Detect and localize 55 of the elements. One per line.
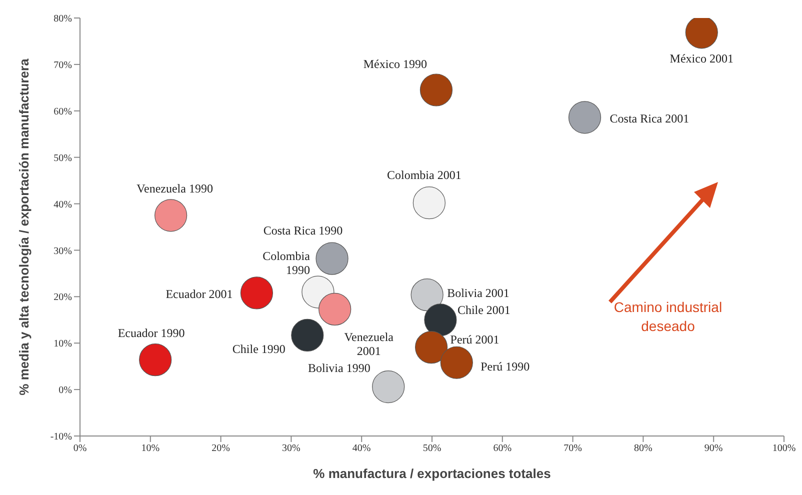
y-tick-label: 80% [54, 14, 72, 25]
point [424, 304, 457, 336]
point [372, 370, 405, 404]
y-tick-label: 40% [54, 199, 72, 210]
series-label: Costa Rica 2001 [610, 111, 690, 126]
point [316, 242, 348, 275]
y-tick-label: 20% [54, 292, 72, 304]
x-tick-label: 90% [704, 443, 723, 454]
series-label: Perú 2001 [450, 332, 500, 346]
series-label: Ecuador 1990 [118, 326, 185, 340]
point [414, 330, 448, 364]
y-tick-label: 10% [54, 338, 72, 350]
series-label: Chile 2001 [457, 302, 510, 317]
series-label: México 2001 [670, 51, 734, 66]
x-tick-label: 40% [352, 443, 371, 454]
x-axis-title: % manufactura / exportaciones totales [313, 466, 551, 481]
point [568, 101, 602, 134]
x-tick-label: 20% [212, 443, 230, 454]
point [291, 318, 324, 352]
point [154, 199, 188, 232]
y-axis-title: % media y alta tecnología / exportación manufacturera [16, 58, 32, 396]
series-label: Colombia 2001 [387, 168, 462, 182]
point [240, 276, 274, 310]
y-tick-label: 50% [54, 152, 72, 164]
point [410, 278, 444, 312]
series-label: Chile 1990 [232, 342, 286, 356]
series-label: Colombia 1990 [262, 249, 311, 278]
y-tick-label: 30% [54, 246, 72, 257]
annotation: Camino industrial deseado [612, 298, 724, 336]
point [318, 292, 352, 326]
series-label: Bolivia 1990 [308, 360, 370, 375]
series-label: Venezuela 1990 [136, 181, 213, 196]
series-label: Ecuador 2001 [166, 286, 233, 301]
point [685, 18, 718, 49]
y-tick-label: -10% [50, 432, 72, 443]
y-tick-label: 60% [54, 106, 72, 118]
point [440, 346, 473, 379]
x-tick-label: 100% [772, 443, 796, 454]
point [139, 344, 172, 376]
x-tick-label: 80% [634, 443, 652, 454]
x-tick-label: 10% [141, 443, 160, 454]
x-tick-label: 0% [73, 443, 87, 454]
series-label: México 1990 [363, 56, 428, 71]
x-tick-label: 60% [493, 443, 512, 454]
y-tick-label: 0% [58, 385, 72, 396]
x-tick-label: 50% [422, 443, 442, 454]
y-tick-label: 70% [54, 60, 72, 71]
point [412, 186, 446, 220]
series-label: Venezuela 2001 [344, 330, 394, 358]
series-label: Perú 1990 [480, 360, 530, 374]
series-label: Bolivia 2001 [447, 286, 510, 300]
series-label: Costa Rica 1990 [263, 224, 343, 238]
x-tick-label: 30% [282, 443, 300, 454]
x-tick-label: 70% [564, 443, 582, 454]
point [420, 74, 453, 106]
